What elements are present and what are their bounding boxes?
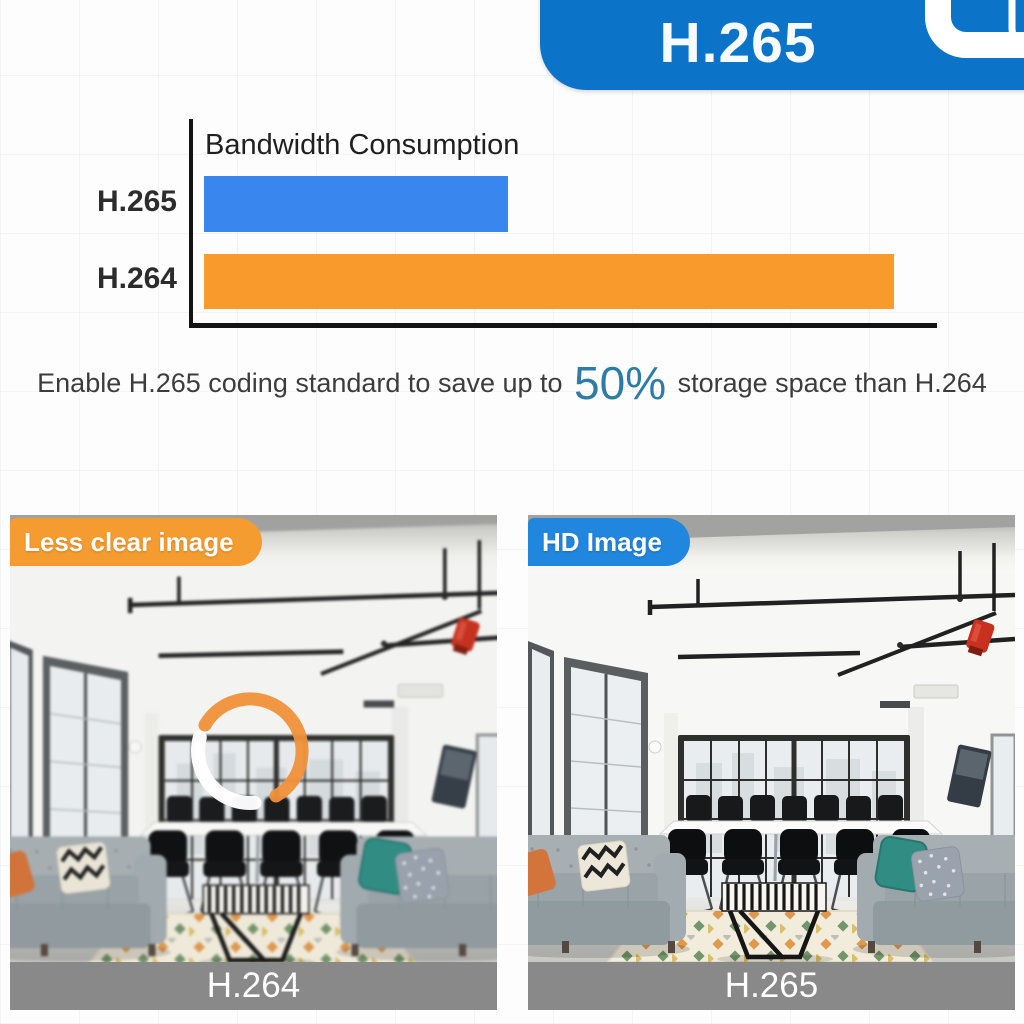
badge-hd-image: HD Image — [528, 518, 690, 566]
badge-less-clear-image: Less clear image — [10, 518, 262, 566]
chart-x-axis — [189, 323, 937, 328]
photo-label-h265: H.265 — [528, 962, 1015, 1010]
caption-prefix: Enable H.265 coding standard to save up … — [37, 368, 571, 398]
banner-title: H.265 — [659, 11, 817, 75]
bar-h264 — [204, 254, 894, 309]
chart-y-axis — [189, 119, 193, 328]
bar-label-h264: H.264 — [96, 262, 177, 295]
room-scene-illustration — [528, 515, 1015, 962]
bar-h265 — [204, 176, 508, 232]
caption-suffix: storage space than H.264 — [670, 368, 987, 398]
caption-highlight: 50% — [574, 357, 667, 409]
h265-banner: H.265 — [540, 0, 1024, 90]
photo-label-h264: H.264 — [10, 962, 497, 1010]
bar-label-h265: H.265 — [96, 185, 177, 218]
cropped-logo-icon — [925, 0, 1024, 58]
photo-h265: HD Image H.265 — [528, 515, 1015, 1010]
chart-title: Bandwidth Consumption — [205, 129, 520, 161]
loading-spinner-icon — [191, 692, 309, 810]
photo-h264: Less clear image H.264 — [10, 515, 497, 1010]
caption: Enable H.265 coding standard to save up … — [0, 356, 1024, 410]
